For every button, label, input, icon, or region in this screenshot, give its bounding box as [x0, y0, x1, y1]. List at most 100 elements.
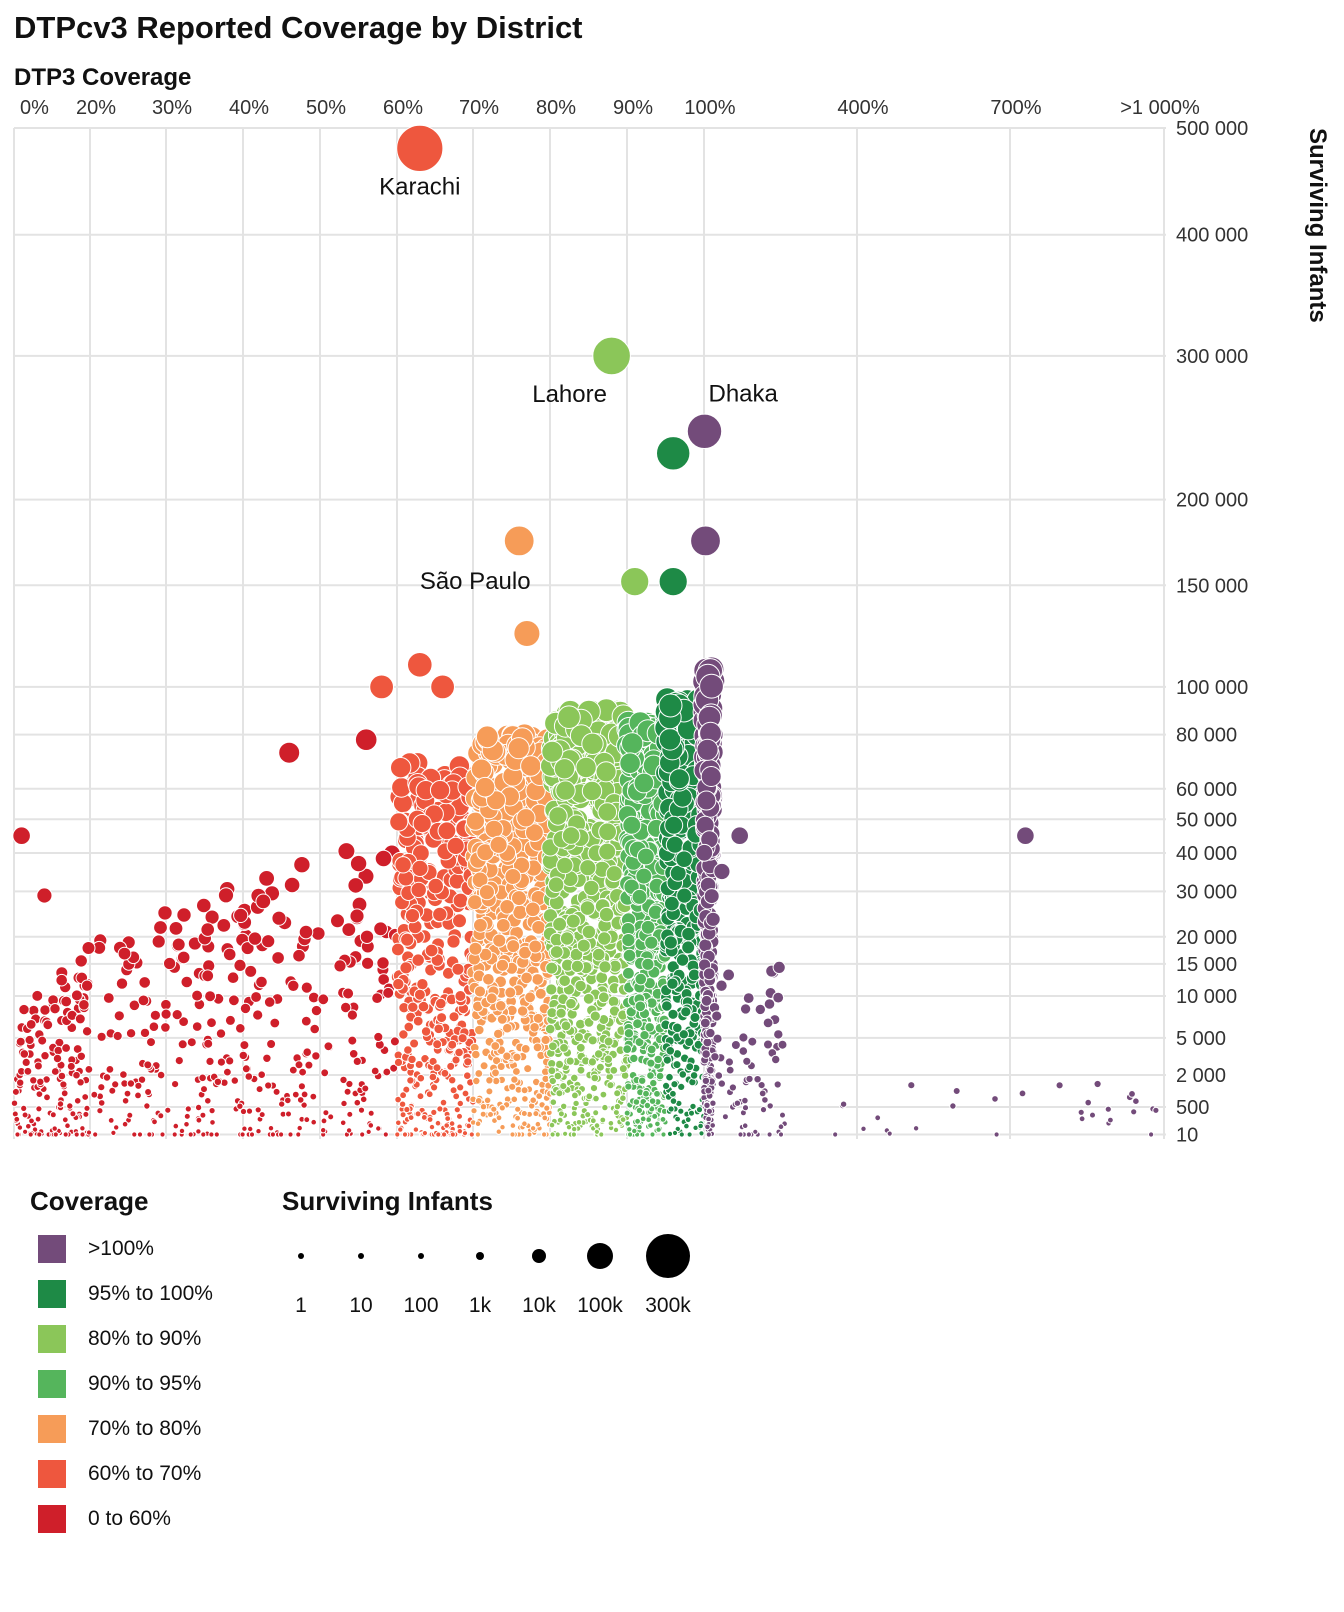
data-point — [434, 1119, 442, 1127]
data-point — [511, 890, 527, 907]
data-point — [635, 867, 653, 885]
y-tick-label: 60 000 — [1176, 779, 1237, 801]
data-point — [601, 1103, 609, 1112]
data-point — [262, 1053, 272, 1064]
data-point — [666, 977, 679, 990]
data-point — [353, 1098, 362, 1107]
data-point — [174, 1056, 184, 1066]
data-point — [741, 1122, 749, 1129]
x-tick-label: >1 000% — [1120, 97, 1200, 119]
data-point — [593, 1122, 601, 1129]
data-point — [310, 1004, 323, 1017]
data-point — [624, 1120, 632, 1127]
data-point — [619, 1094, 627, 1102]
data-point — [677, 1107, 685, 1115]
data-point — [572, 1099, 580, 1108]
data-point — [255, 1128, 262, 1135]
data-point — [288, 1065, 298, 1075]
data-point — [252, 1009, 264, 1021]
data-point — [534, 1120, 542, 1128]
data-point — [443, 1122, 451, 1129]
data-point — [598, 960, 612, 974]
data-point — [399, 1111, 407, 1119]
data-point — [404, 908, 421, 924]
data-point — [832, 1131, 839, 1138]
data-point — [320, 1117, 328, 1125]
size-legend-dot — [646, 1234, 690, 1278]
data-point — [496, 1013, 508, 1025]
legend-swatch — [38, 1415, 66, 1443]
data-point — [520, 1110, 528, 1117]
data-point — [330, 913, 345, 929]
data-point — [412, 1126, 420, 1133]
data-point — [603, 1036, 614, 1047]
data-point — [662, 1081, 671, 1091]
data-point — [666, 1130, 674, 1138]
data-point — [29, 1076, 38, 1085]
data-point — [607, 995, 620, 1008]
data-point — [516, 808, 536, 828]
data-point — [582, 992, 595, 1005]
data-point — [302, 1047, 313, 1057]
data-point — [598, 906, 615, 923]
data-point — [587, 1057, 598, 1067]
data-point — [266, 1039, 277, 1049]
data-point — [508, 1082, 517, 1091]
data-point — [209, 1119, 216, 1126]
data-point — [565, 1124, 573, 1131]
size-legend-label: 10k — [522, 1294, 556, 1317]
legend-label: 60% to 70% — [88, 1462, 202, 1485]
x-tick-label: 70% — [459, 97, 499, 119]
data-point — [622, 966, 635, 980]
x-tick-label: 100% — [684, 97, 735, 119]
data-point — [398, 1029, 409, 1040]
data-point — [293, 856, 311, 874]
data-point — [97, 1083, 106, 1092]
data-point — [395, 1119, 402, 1127]
data-point — [309, 1023, 321, 1035]
data-point — [629, 1053, 639, 1064]
data-point — [160, 1022, 171, 1033]
data-point — [250, 991, 263, 1003]
data-point — [134, 1081, 143, 1090]
data-point — [502, 1051, 512, 1061]
data-point — [346, 1110, 354, 1118]
data-point — [407, 1114, 415, 1121]
data-point — [664, 815, 684, 835]
data-point — [84, 1065, 94, 1074]
data-point — [486, 790, 506, 811]
data-point — [374, 849, 393, 868]
data-point — [575, 756, 597, 779]
data-point — [346, 1009, 358, 1021]
data-point — [665, 835, 685, 854]
legend-label: 90% to 95% — [88, 1372, 202, 1395]
data-point — [678, 1131, 685, 1138]
data-point — [573, 1032, 585, 1043]
data-point — [676, 887, 693, 904]
x-tick-label: 0% — [20, 97, 49, 119]
data-point — [217, 887, 235, 904]
data-point — [1089, 1111, 1096, 1119]
data-point — [303, 1116, 311, 1124]
data-point — [560, 1102, 568, 1111]
data-point — [479, 1110, 487, 1118]
data-point — [291, 1090, 300, 1099]
data-point — [532, 1110, 540, 1118]
data-point — [612, 1109, 620, 1116]
data-point — [646, 1071, 655, 1080]
data-point — [644, 935, 659, 950]
data-point — [670, 1080, 679, 1089]
data-point — [603, 1054, 613, 1064]
data-point — [556, 856, 574, 875]
data-point — [420, 1026, 432, 1037]
data-point — [514, 1114, 521, 1122]
legend-swatch — [38, 1235, 66, 1263]
data-point — [541, 1114, 549, 1122]
data-point — [349, 908, 365, 924]
data-point — [85, 1129, 93, 1136]
data-point — [269, 1131, 276, 1138]
data-point — [300, 1090, 309, 1099]
data-point — [474, 1131, 481, 1138]
data-point — [236, 1102, 244, 1110]
data-point — [1078, 1115, 1086, 1123]
